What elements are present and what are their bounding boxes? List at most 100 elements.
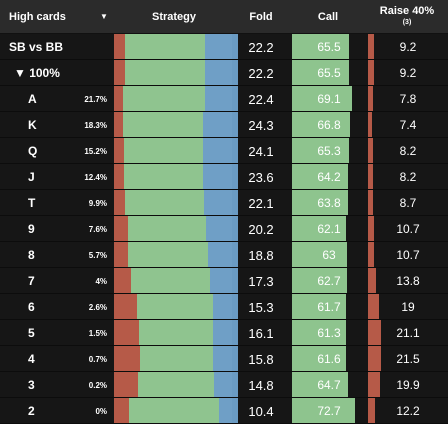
call-cell: 64.2 — [292, 164, 368, 189]
raise-cell: 7.8 — [368, 86, 448, 111]
strategy-raise-segment — [114, 164, 125, 189]
raise-bar — [368, 86, 373, 111]
table-row[interactable]: J 12.4% 23.6 64.2 8.2 — [0, 164, 448, 190]
fold-cell: 17.3 — [232, 268, 290, 293]
fold-value: 22.2 — [248, 40, 274, 55]
raise-cell: 19 — [368, 294, 448, 319]
fold-value: 24.1 — [248, 144, 274, 159]
fold-value: 24.3 — [248, 118, 274, 133]
strategy-bar — [114, 320, 232, 345]
fold-cell: 24.1 — [232, 138, 290, 163]
table-row[interactable]: 3 0.2% 14.8 64.7 19.9 — [0, 372, 448, 398]
strategy-fold-segment — [213, 346, 232, 371]
high-cards-dropdown[interactable]: High cards ▼ — [0, 0, 116, 33]
fold-value: 18.8 — [248, 248, 274, 263]
call-value: 72.7 — [317, 404, 341, 418]
strategy-raise-segment — [114, 216, 128, 241]
table-row[interactable]: A 21.7% 22.4 69.1 7.8 — [0, 86, 448, 112]
fold-cell: 16.1 — [232, 320, 290, 345]
summary-row[interactable]: ▼ 100% 22.2 65.5 9.2 — [0, 60, 448, 86]
strategy-bar — [114, 346, 232, 371]
table-row[interactable]: 7 4% 17.3 62.7 13.8 — [0, 268, 448, 294]
strategy-fold-segment — [202, 164, 232, 189]
strategy-bar — [114, 242, 232, 267]
row-divider — [0, 59, 448, 60]
combo-percentage: 7.6% — [88, 225, 107, 234]
strategy-header[interactable]: Strategy — [151, 10, 197, 23]
strategy-bar — [114, 216, 232, 241]
raise-value: 7.8 — [399, 92, 417, 106]
fold-value: 15.8 — [248, 352, 274, 367]
call-value: 63.8 — [317, 196, 341, 210]
table-row[interactable]: 4 0.7% 15.8 61.6 21.5 — [0, 346, 448, 372]
card-rank: T — [28, 196, 36, 210]
call-value: 69.1 — [317, 92, 341, 106]
strategy-fold-segment — [204, 60, 232, 85]
raise-header[interactable]: Raise 40% (3) — [366, 0, 448, 33]
call-value: 65.5 — [317, 40, 341, 54]
summary-row[interactable]: SB vs BB 22.2 65.5 9.2 — [0, 34, 448, 60]
fold-cell: 22.2 — [232, 60, 290, 85]
call-cell: 66.8 — [292, 112, 368, 137]
fold-cell: 15.8 — [232, 346, 290, 371]
strategy-raise-segment — [114, 112, 123, 137]
table-row[interactable]: 6 2.6% 15.3 61.7 19 — [0, 294, 448, 320]
raise-bar — [368, 216, 375, 241]
table-row[interactable]: 9 7.6% 20.2 62.1 10.7 — [0, 216, 448, 242]
raise-bar — [368, 346, 381, 371]
raise-header-count: (3) — [402, 18, 412, 26]
call-cell: 72.7 — [292, 398, 368, 423]
call-value: 66.8 — [317, 118, 341, 132]
strategy-raise-segment — [114, 320, 140, 345]
table-row[interactable]: T 9.9% 22.1 63.8 8.7 — [0, 190, 448, 216]
strategy-fold-segment — [202, 138, 232, 163]
call-value: 62.7 — [317, 274, 341, 288]
row-divider — [0, 137, 448, 138]
fold-value: 23.6 — [248, 170, 274, 185]
table-row[interactable]: 5 1.5% 16.1 61.3 21.1 — [0, 320, 448, 346]
strategy-raise-segment — [114, 268, 132, 293]
call-cell: 63.8 — [292, 190, 368, 215]
raise-bar — [368, 190, 374, 215]
raise-value: 8.7 — [399, 196, 417, 210]
combo-percentage: 2.6% — [88, 303, 107, 312]
fold-value: 17.3 — [248, 274, 274, 289]
fold-value: 15.3 — [248, 300, 274, 315]
fold-bar — [232, 294, 238, 319]
raise-cell: 13.8 — [368, 268, 448, 293]
fold-value: 22.4 — [248, 92, 274, 107]
fold-bar — [232, 164, 238, 189]
row-divider — [0, 345, 448, 346]
fold-value: 20.2 — [248, 222, 274, 237]
fold-cell: 10.4 — [232, 398, 290, 423]
call-value: 61.7 — [317, 300, 341, 314]
call-cell: 69.1 — [292, 86, 368, 111]
fold-bar — [232, 372, 238, 397]
fold-bar — [232, 138, 238, 163]
row-divider — [0, 267, 448, 268]
combo-percentage: 9.9% — [88, 199, 107, 208]
strategy-raise-segment — [114, 242, 128, 267]
card-rank: 5 — [28, 326, 35, 340]
call-bar — [292, 60, 350, 85]
raise-value: 9.2 — [399, 66, 417, 80]
raise-value: 19 — [401, 300, 415, 314]
fold-cell: 15.3 — [232, 294, 290, 319]
table-row[interactable]: Q 15.2% 24.1 65.3 8.2 — [0, 138, 448, 164]
strategy-bar — [114, 372, 232, 397]
strategy-fold-segment — [204, 190, 232, 215]
raise-value: 9.2 — [399, 40, 417, 54]
raise-value: 10.7 — [396, 248, 420, 262]
table-row[interactable]: 8 5.7% 18.8 63 10.7 — [0, 242, 448, 268]
raise-bar — [368, 164, 373, 189]
fold-header[interactable]: Fold — [249, 10, 273, 23]
combo-percentage: 0.2% — [88, 381, 107, 390]
row-divider — [0, 241, 448, 242]
combo-percentage: 5.7% — [88, 251, 107, 260]
table-row[interactable]: K 18.3% 24.3 66.8 7.4 — [0, 112, 448, 138]
raise-value: 10.7 — [396, 222, 420, 236]
table-row[interactable]: 2 0% 10.4 72.7 12.2 — [0, 398, 448, 424]
call-value: 64.7 — [317, 378, 341, 392]
call-header[interactable]: Call — [317, 10, 339, 23]
high-cards-label: High cards — [9, 10, 66, 23]
